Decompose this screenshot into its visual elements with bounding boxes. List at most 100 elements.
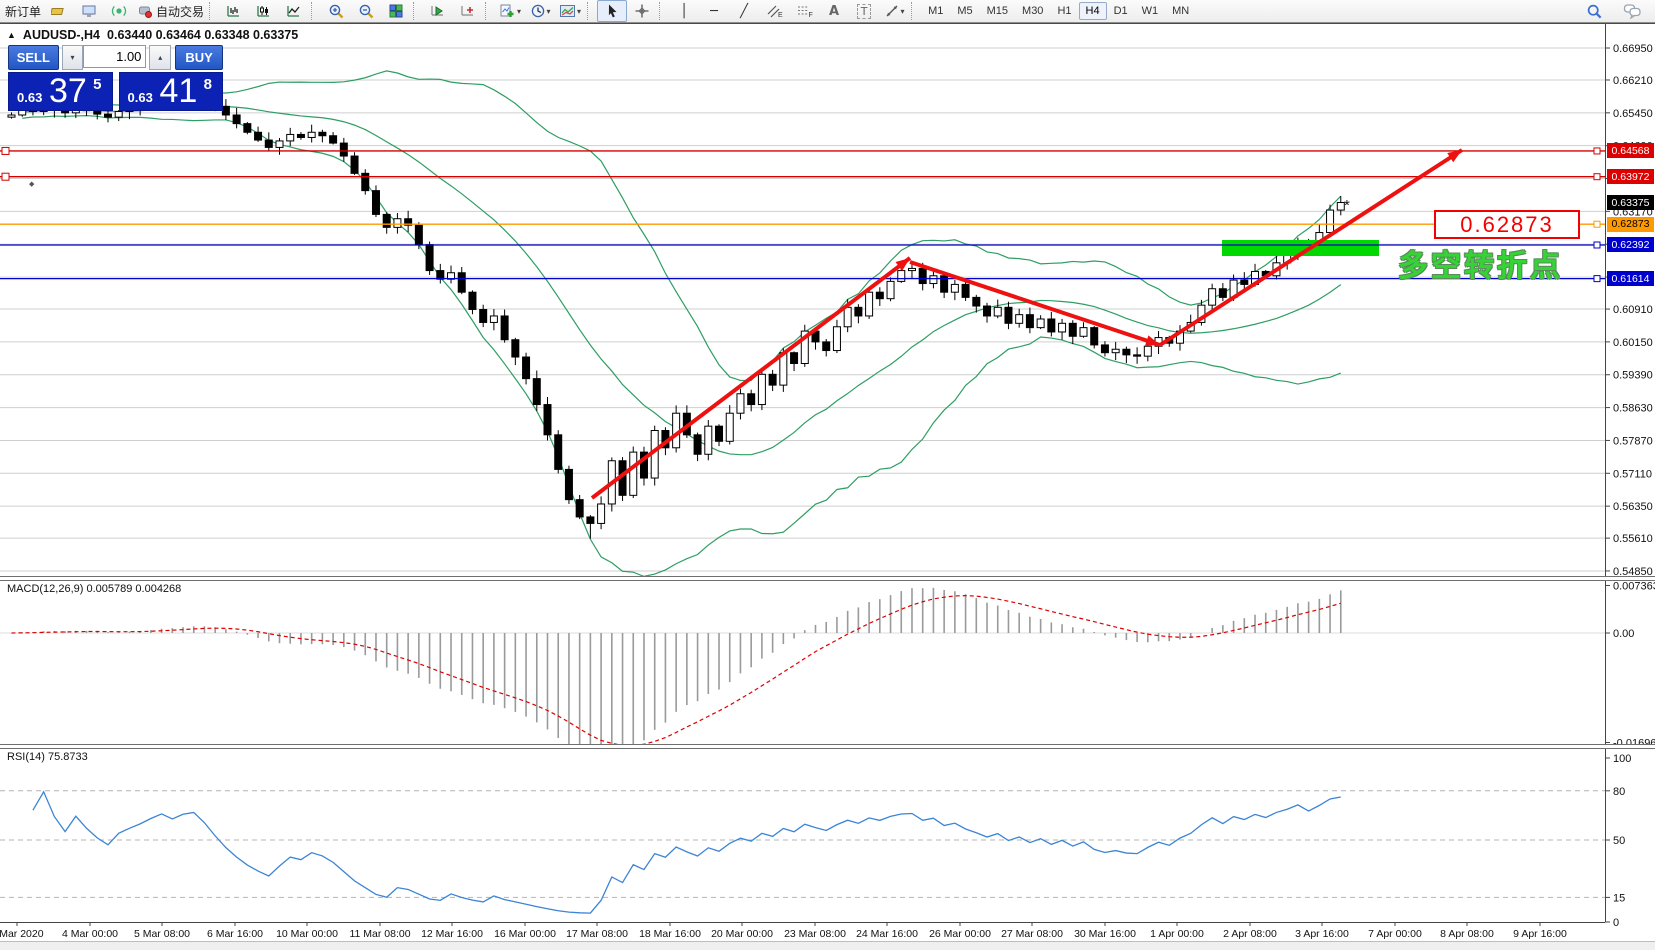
- timeframe-m5[interactable]: M5: [950, 2, 979, 20]
- chevron-down-icon: ▾: [577, 6, 582, 16]
- trend-arrow[interactable]: [1158, 148, 1464, 347]
- time-tick-label: 11 Mar 08:00: [349, 928, 410, 940]
- time-tick-label: 8 Apr 08:00: [1440, 928, 1494, 940]
- time-tick-label: 4 Mar 00:00: [62, 928, 118, 940]
- bar-chart-type-icon[interactable]: [219, 0, 249, 22]
- toolbar-separator: [311, 2, 319, 20]
- horizontal-line-tool-icon[interactable]: ─: [710, 3, 718, 19]
- toolbar-separator: [485, 2, 493, 20]
- chart-properties-icon[interactable]: ▾: [555, 0, 585, 22]
- price-tick-label: 0.59390: [1613, 370, 1653, 382]
- trendline-tool-icon[interactable]: ╱: [740, 3, 748, 19]
- price-tick-label: 0.55610: [1613, 533, 1653, 545]
- period-clock-icon[interactable]: ▾: [525, 0, 555, 22]
- text-label-tool-icon[interactable]: T: [849, 0, 879, 22]
- buy-price-main: 41: [159, 72, 198, 110]
- macd-histogram: [21, 587, 1342, 744]
- rsi-tick-label: 0: [1613, 917, 1619, 929]
- price-badge: 0.62873: [1607, 216, 1654, 232]
- market-watch-icon[interactable]: [44, 0, 74, 22]
- time-tick-label: 1 Apr 00:00: [1150, 928, 1204, 940]
- rsi-tick-label: 15: [1613, 892, 1625, 904]
- rsi-line: [32, 790, 1341, 914]
- line-chart-type-icon[interactable]: [279, 0, 309, 22]
- signal-icon[interactable]: [104, 0, 134, 22]
- arrows-tool-icon[interactable]: ▾: [879, 0, 909, 22]
- sell-price-sup: 5: [93, 76, 102, 93]
- crosshair-tool-icon[interactable]: [627, 0, 657, 22]
- add-indicator-icon[interactable]: ▾: [495, 0, 525, 22]
- support-highlight-box[interactable]: [1222, 240, 1379, 256]
- collapse-objects-icon[interactable]: ▲: [7, 30, 16, 40]
- equidistant-channel-tool-icon[interactable]: E: [759, 0, 789, 22]
- trend-arrow[interactable]: [590, 256, 912, 500]
- auto-trading-label: 自动交易: [156, 4, 205, 19]
- timeframe-d1[interactable]: D1: [1107, 2, 1135, 20]
- macd-tick-label: 0.007363: [1613, 580, 1655, 592]
- chevron-down-icon: ▾: [517, 6, 522, 16]
- price-tick-label: 0.56350: [1613, 501, 1653, 513]
- zoom-in-icon[interactable]: [321, 0, 351, 22]
- timeframe-m30[interactable]: M30: [1015, 2, 1050, 20]
- timeframe-m1[interactable]: M1: [921, 2, 950, 20]
- price-tick-label: 0.66950: [1613, 43, 1653, 55]
- fibonacci-tool-icon[interactable]: F: [789, 0, 819, 22]
- macd-pane-divider[interactable]: [0, 576, 1655, 581]
- time-tick-label: 10 Mar 00:00: [276, 928, 338, 940]
- time-tick-label: 26 Mar 00:00: [929, 928, 991, 940]
- vertical-line-tool-icon[interactable]: │: [680, 3, 688, 19]
- cursor-tool-icon[interactable]: [597, 0, 628, 22]
- time-tick-label: 9 Apr 16:00: [1513, 928, 1567, 940]
- sell-price-main: 37: [49, 72, 87, 110]
- symbol-header[interactable]: ▲ AUDUSD-,H4 0.63440 0.63464 0.63348 0.6…: [7, 28, 298, 42]
- timeframe-mn[interactable]: MN: [1165, 2, 1196, 20]
- toolbar-separator: [209, 2, 217, 20]
- buy-button[interactable]: BUY: [175, 45, 224, 70]
- svg-text:F: F: [808, 12, 812, 19]
- buy-price-panel[interactable]: 0.63 41 8: [118, 72, 223, 111]
- sell-button[interactable]: SELL: [8, 45, 59, 70]
- rsi-tick-label: 100: [1613, 753, 1631, 765]
- timeframe-h1[interactable]: H1: [1050, 2, 1078, 20]
- toolbar: 新订单 自动交易 ▾: [0, 0, 1655, 23]
- volume-increase-button[interactable]: ▴: [149, 45, 172, 70]
- ohlc-values: 0.63440 0.63464 0.63348 0.63375: [107, 28, 299, 42]
- candlestick-chart-type-icon[interactable]: [249, 0, 279, 22]
- search-icon[interactable]: [1579, 0, 1609, 22]
- toolbar-separator: [911, 2, 919, 20]
- time-tick-label: 6 Mar 16:00: [207, 928, 263, 940]
- timeframe-m15[interactable]: M15: [980, 2, 1015, 20]
- time-tick-label: 30 Mar 16:00: [1074, 928, 1136, 940]
- chat-icon[interactable]: [1617, 0, 1647, 22]
- tile-windows-icon[interactable]: [381, 0, 411, 22]
- current-bar-marker: *: [1344, 197, 1350, 214]
- toolbar-right-group: [1579, 0, 1653, 22]
- volume-input[interactable]: [83, 45, 147, 68]
- chart-forward-icon[interactable]: [423, 0, 453, 22]
- price-callout-label[interactable]: 0.62873: [1434, 210, 1580, 239]
- svg-text:E: E: [778, 12, 783, 19]
- terminal-window-icon[interactable]: [74, 0, 104, 22]
- price-tick-label: 0.54850: [1613, 566, 1653, 578]
- auto-trading-button[interactable]: 自动交易: [134, 1, 207, 21]
- buy-price-sup: 8: [203, 76, 212, 93]
- macd-signal-line: [11, 595, 1341, 744]
- rsi-pane-divider[interactable]: [0, 744, 1655, 749]
- text-tool-icon[interactable]: A: [829, 3, 840, 19]
- new-order-button[interactable]: 新订单: [2, 1, 44, 21]
- time-tick-label: 5 Mar 08:00: [134, 928, 190, 940]
- volume-decrease-button[interactable]: ▾: [61, 45, 84, 70]
- symbol-title: AUDUSD-,H4: [22, 28, 101, 42]
- time-tick-label: 3 Apr 16:00: [1295, 928, 1349, 940]
- macd-indicator-label: MACD(12,26,9) 0.005789 0.004268: [7, 583, 182, 595]
- timeframe-h4[interactable]: H4: [1078, 2, 1107, 20]
- turning-point-annotation[interactable]: 多空转折点: [1398, 250, 1563, 283]
- chart-shift-icon[interactable]: [453, 0, 483, 22]
- trend-arrow[interactable]: [909, 260, 1161, 347]
- chevron-down-icon: ▾: [900, 6, 905, 16]
- sell-price-panel[interactable]: 0.63 37 5: [8, 72, 113, 111]
- time-tick-label: 7 Apr 00:00: [1368, 928, 1422, 940]
- timeframe-w1[interactable]: W1: [1135, 2, 1166, 20]
- zoom-out-icon[interactable]: [351, 0, 381, 22]
